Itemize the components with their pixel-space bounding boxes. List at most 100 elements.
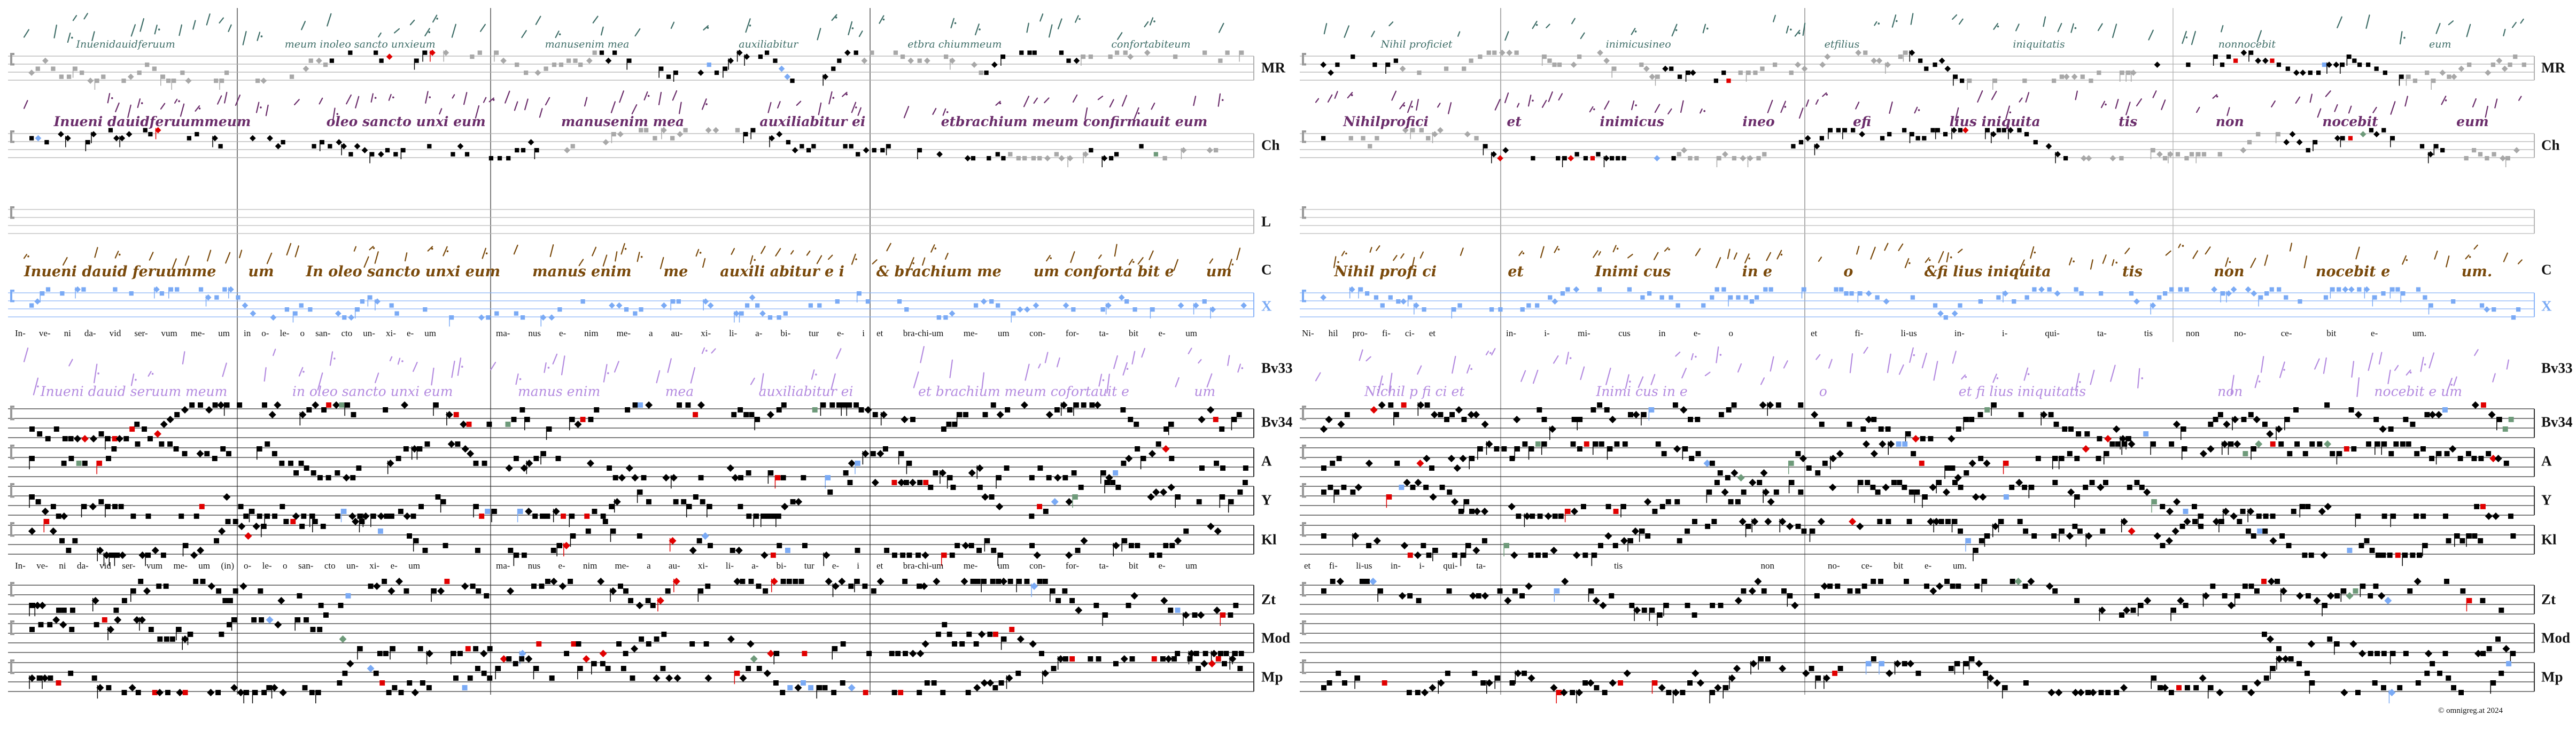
neume-square — [494, 50, 499, 55]
neume-square — [2381, 514, 2387, 519]
neume-square — [1359, 579, 1365, 584]
neume-diamond — [1416, 459, 1424, 467]
manuscript-word: manusenim mea — [561, 114, 685, 129]
neume-stroke — [2148, 29, 2154, 41]
neume-square — [350, 475, 356, 480]
neume-diamond — [605, 57, 612, 64]
neume-diamond — [1829, 483, 1837, 491]
neume-stroke — [2152, 90, 2157, 98]
neume-square — [2256, 132, 2261, 137]
neume-diamond — [733, 577, 741, 585]
neume-square — [858, 407, 864, 413]
neume-diamond — [1491, 151, 1497, 158]
neume-diamond — [1413, 302, 1419, 309]
siglum-X-right: X — [2541, 298, 2552, 314]
neume-square — [1062, 656, 1068, 662]
neume-square — [2169, 441, 2175, 447]
neume-stroke — [1188, 347, 1192, 354]
neume-stroke — [2520, 18, 2524, 24]
neume-square — [1139, 144, 1144, 149]
neume-square — [931, 680, 937, 686]
neume-diamond — [1865, 290, 1872, 297]
neume-square — [837, 58, 842, 63]
neume-square — [297, 593, 302, 599]
neume-diamond — [119, 135, 126, 142]
neume-diamond — [2165, 537, 2173, 545]
neume-square — [1775, 402, 1781, 408]
neume-stroke — [1571, 18, 1576, 25]
neume-square — [182, 451, 188, 456]
neume-diamond — [239, 582, 247, 590]
neume-diamond — [625, 464, 633, 472]
neume-dot — [851, 27, 854, 29]
neume-square — [2506, 661, 2512, 666]
neume-square — [2053, 422, 2059, 427]
neume-square — [1659, 295, 1664, 300]
neume-dot — [71, 36, 73, 39]
neume-diamond — [2255, 57, 2261, 64]
neume-square — [474, 504, 479, 509]
neume-square — [56, 680, 61, 686]
neume-square — [2395, 287, 2400, 292]
neume-square — [768, 470, 774, 476]
neume-stroke — [521, 30, 527, 38]
neume-square — [1960, 79, 1965, 83]
neume-dot — [1351, 94, 1353, 96]
neume-square — [219, 79, 224, 83]
neume-square — [1614, 441, 1620, 447]
neume-diamond — [1938, 57, 1945, 64]
neume-stroke — [222, 362, 227, 377]
neume-square — [1193, 651, 1199, 656]
neume-dot — [754, 259, 756, 261]
neume-dot — [198, 107, 201, 110]
neume-dot — [151, 372, 154, 375]
neume-square — [1725, 475, 1731, 480]
neume-diamond — [275, 143, 282, 150]
neume-dot — [429, 96, 431, 98]
neume-square — [2341, 588, 2347, 594]
neume-square — [856, 152, 860, 157]
neume-square — [1368, 144, 1372, 149]
neume-diamond — [1431, 131, 1438, 137]
neume-square — [1922, 136, 1927, 141]
neume-square — [973, 641, 979, 647]
neume-square — [639, 307, 643, 312]
neume-square — [2248, 584, 2254, 589]
neume-diamond — [1213, 606, 1221, 614]
neume-square — [1992, 79, 1997, 83]
neume-diamond — [1623, 669, 1631, 677]
neume-square — [2275, 579, 2280, 584]
neume-square — [847, 402, 852, 408]
neume-diamond — [749, 294, 756, 301]
neume-square — [996, 303, 1000, 308]
neume-stroke — [1855, 102, 1860, 110]
neume-square — [431, 588, 437, 594]
neume-diamond — [661, 302, 668, 309]
neume-square — [1969, 656, 1975, 662]
neume-square — [142, 426, 147, 432]
neume-square — [2313, 140, 2318, 145]
neume-square — [746, 666, 751, 671]
neume-diamond — [260, 77, 267, 84]
neume-stroke — [94, 247, 98, 258]
neume-diamond — [2439, 69, 2446, 76]
neume-diamond — [1200, 659, 1208, 667]
neume-square — [1399, 485, 1405, 490]
neume-stroke — [2511, 21, 2517, 28]
neume-square — [2337, 287, 2341, 292]
neume-square — [427, 144, 432, 149]
neume-diamond — [1884, 61, 1891, 68]
neume-diamond — [237, 688, 245, 696]
neume-diamond — [631, 473, 639, 481]
neume-stroke — [670, 21, 675, 29]
neume-square — [761, 514, 766, 519]
neume-diamond — [1177, 302, 1184, 309]
siglum-Bv33-right: Bv33 — [2541, 360, 2573, 376]
neume-diamond — [2342, 286, 2349, 293]
neume-square — [940, 690, 946, 695]
neume-diamond — [981, 298, 987, 305]
neume-square — [1481, 538, 1487, 543]
neume-diamond — [1044, 155, 1051, 161]
neume-stroke — [389, 356, 393, 362]
neume-square — [1350, 489, 1356, 495]
